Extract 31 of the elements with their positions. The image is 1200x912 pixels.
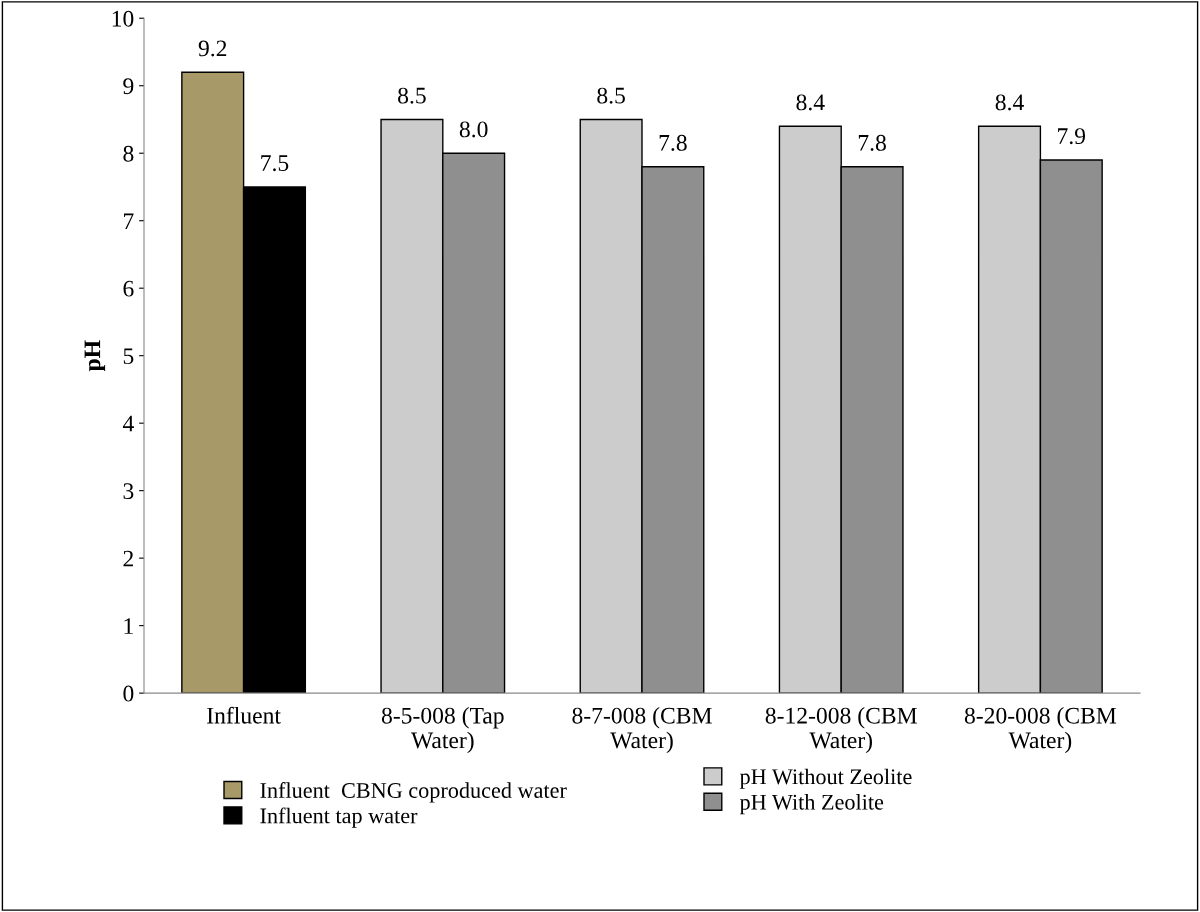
y-axis-title: pH (84, 340, 106, 372)
data-label: 8.0 (459, 121, 488, 138)
x-tick-label: 8-5-008 (Tap Water) (381, 707, 504, 754)
x-tick-label: 8-20-008 (CBM Water) (964, 707, 1117, 754)
legend-label: pH With Zeolite (739, 794, 884, 815)
legend-label: Influent tap water (260, 807, 418, 828)
y-tick-label: 3 (123, 483, 134, 500)
data-label: 8.4 (796, 94, 825, 111)
y-tick-label: 6 (123, 280, 134, 297)
y-tick-label: 5 (123, 348, 134, 365)
data-label: 8.5 (398, 87, 426, 104)
data-label: 8.5 (597, 87, 625, 104)
x-tick-label: Influent (207, 706, 281, 724)
data-label: 8.4 (995, 94, 1024, 111)
data-label: 7.5 (261, 155, 289, 172)
y-tick-label: 7 (124, 213, 134, 229)
data-label: 7.8 (858, 134, 886, 151)
y-tick-label: 2 (123, 550, 133, 567)
y-tick-label: 1 (124, 618, 133, 634)
y-tick-label: 9 (123, 78, 134, 95)
legend-label: pH Without Zeolite (739, 768, 912, 789)
data-label: 9.2 (198, 40, 227, 57)
y-tick-label: 4 (122, 415, 134, 432)
legend-label: Influent CBNG coproduced water (260, 782, 567, 803)
y-tick-label: 0 (123, 685, 134, 702)
data-label: 7.8 (659, 134, 687, 151)
x-tick-label: 8-12-008 (CBM Water) (765, 707, 917, 754)
y-tick-label: 8 (123, 145, 134, 162)
x-tick-label: 8-7-008 (CBM Water) (572, 707, 712, 754)
y-tick-label: 10 (112, 10, 134, 27)
data-label: 7.9 (1058, 128, 1086, 145)
